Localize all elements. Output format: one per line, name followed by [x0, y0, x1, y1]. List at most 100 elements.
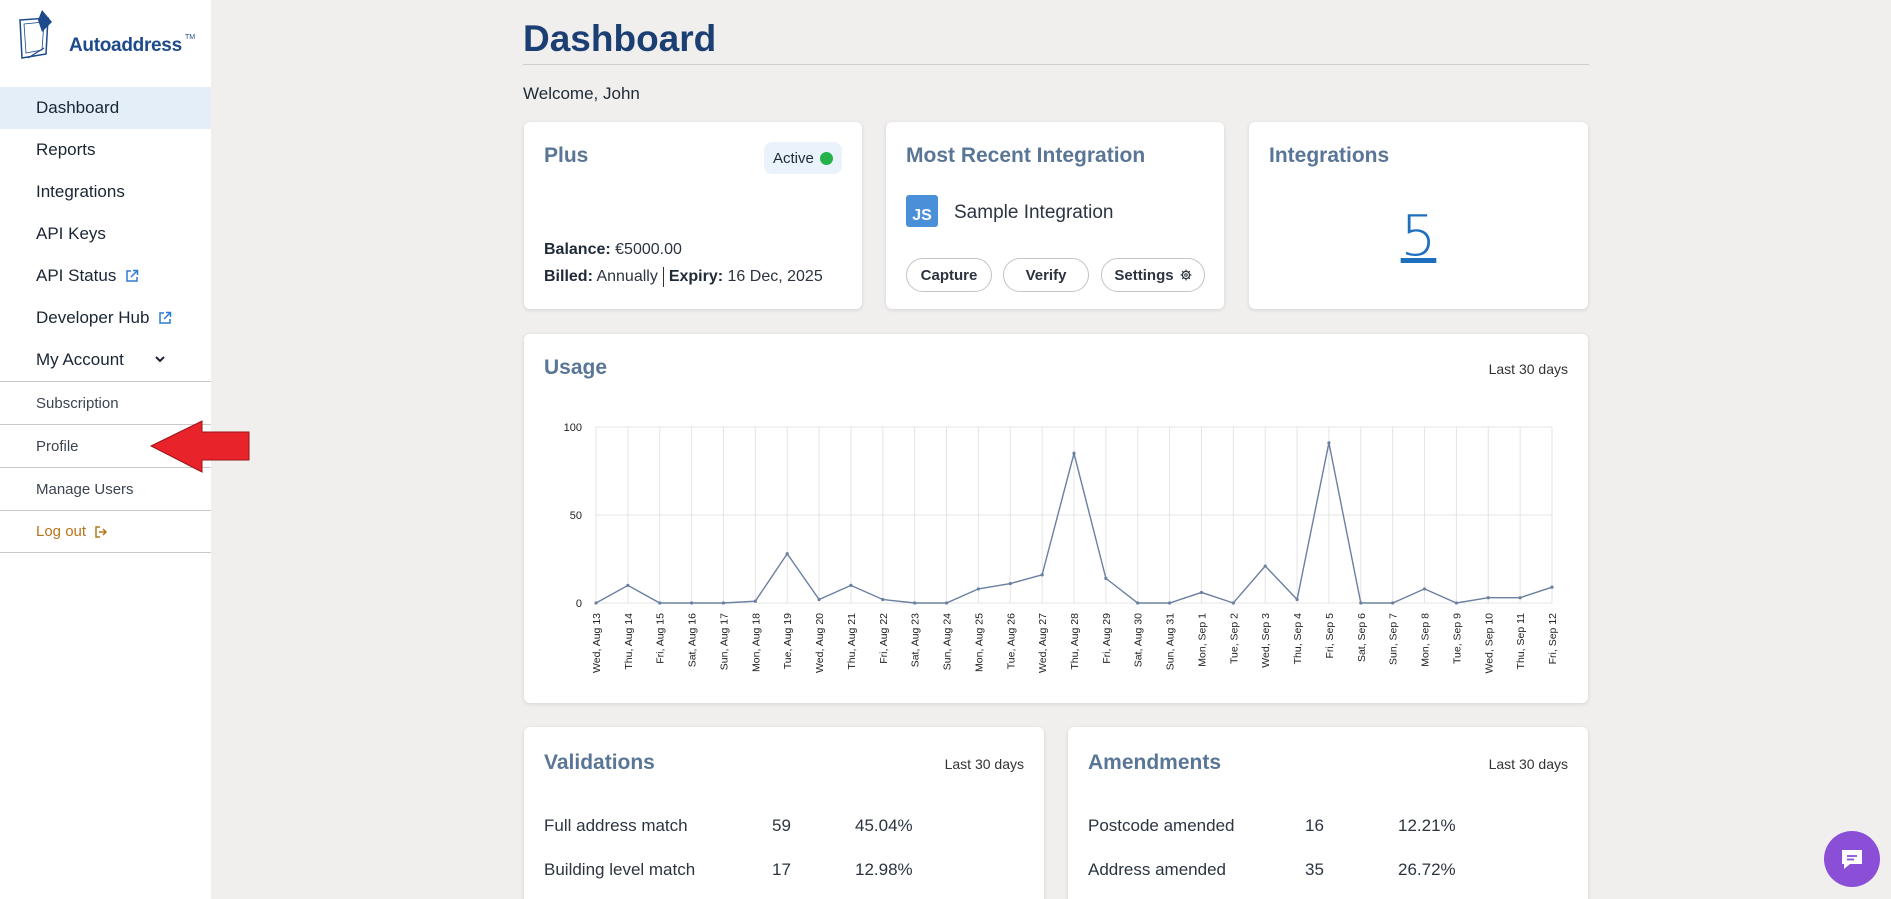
chart-x-tick-label: Tue, Aug 26	[1005, 613, 1017, 669]
row-count: 16	[1305, 816, 1324, 835]
chart-data-point	[690, 601, 694, 605]
nav-manage-users-label: Manage Users	[36, 480, 134, 498]
chart-x-tick-label: Mon, Aug 18	[750, 613, 762, 672]
nav-api-status-label: API Status	[36, 266, 117, 285]
chart-data-point	[1168, 601, 1172, 605]
chart-x-tick-label: Fri, Sep 5	[1324, 613, 1336, 659]
nav-reports-label: Reports	[36, 140, 96, 159]
external-link-icon	[159, 311, 172, 324]
nav-integrations-label: Integrations	[36, 182, 125, 201]
nav-subscription-label: Subscription	[36, 394, 119, 412]
billed-value: Annually	[596, 268, 658, 286]
nav-profile-label: Profile	[36, 437, 79, 455]
chart-x-tick-label: Thu, Sep 4	[1292, 613, 1304, 665]
chart-x-tick-label: Wed, Aug 20	[814, 613, 826, 673]
chart-x-tick-label: Thu, Aug 14	[623, 613, 635, 670]
chart-y-tick-label: 0	[576, 598, 582, 610]
chart-x-tick-label: Thu, Aug 28	[1069, 613, 1081, 670]
row-percent: 12.21%	[1398, 816, 1456, 835]
usage-range: Last 30 days	[1488, 361, 1568, 377]
balance-value: €5000.00	[615, 241, 682, 258]
integration-name[interactable]: Sample Integration	[954, 202, 1114, 223]
validations-card: Validations Last 30 days Full address ma…	[524, 727, 1044, 899]
autoaddress-logo[interactable]: Autoaddress TM	[18, 8, 195, 66]
chart-x-tick-label: Mon, Aug 25	[973, 613, 985, 672]
chart-x-tick-label: Wed, Sep 3	[1260, 613, 1272, 668]
gear-icon	[1180, 269, 1191, 281]
status-label: Active	[773, 149, 814, 167]
chart-x-tick-label: Sat, Aug 30	[1133, 613, 1145, 667]
chart-data-point	[1231, 601, 1235, 605]
nav-manage-users[interactable]: Manage Users	[0, 467, 211, 510]
chart-data-point	[1263, 564, 1267, 568]
amendments-title: Amendments	[1088, 751, 1222, 774]
chart-x-tick-label: Mon, Sep 8	[1420, 613, 1432, 667]
usage-title: Usage	[544, 356, 608, 379]
chart-x-tick-label: Sat, Aug 16	[687, 613, 699, 667]
chart-x-tick-label: Thu, Sep 11	[1515, 613, 1527, 670]
chart-data-point	[1199, 590, 1204, 595]
chart-data-point	[1422, 587, 1427, 591]
settings-button[interactable]: Settings	[1101, 258, 1205, 292]
nav-reports[interactable]: Reports	[0, 129, 211, 171]
chart-x-tick-label: Fri, Aug 29	[1101, 613, 1113, 664]
expiry-value: 16 Dec, 2025	[727, 268, 823, 286]
nav-api-keys[interactable]: API Keys	[0, 213, 211, 255]
validations-title: Validations	[544, 751, 655, 774]
chart-x-tick-label: Tue, Aug 19	[782, 613, 794, 669]
chart-x-tick-label: Fri, Sep 12	[1547, 613, 1559, 665]
chart-data-point	[1327, 441, 1331, 445]
chart-x-tick-label: Fri, Aug 15	[655, 613, 667, 664]
chart-data-point	[1295, 597, 1299, 602]
validations-range: Last 30 days	[944, 756, 1024, 772]
chart-data-point	[626, 583, 630, 587]
nav-api-status[interactable]: API Status	[0, 255, 211, 297]
chart-x-tick-label: Tue, Sep 2	[1228, 613, 1240, 664]
nav-subscription[interactable]: Subscription	[0, 381, 211, 424]
chart-data-point	[881, 597, 885, 602]
nav-developer-hub-label: Developer Hub	[36, 308, 150, 327]
nav-my-account[interactable]: My Account	[0, 339, 211, 381]
row-count: 35	[1305, 860, 1324, 879]
logout-label: Log out	[36, 523, 87, 540]
chart-y-tick-label: 50	[570, 510, 582, 522]
nav-dashboard-label: Dashboard	[36, 98, 120, 117]
chart-x-tick-label: Fri, Aug 22	[878, 613, 890, 664]
nav-profile[interactable]: Profile	[0, 424, 211, 467]
expiry-label: Expiry:	[668, 268, 724, 286]
usage-card: Usage Last 30 days 0 50 100 Wed, Aug 13 Thu,…	[524, 334, 1588, 703]
chart-data-point	[817, 597, 821, 602]
chart-x-tick-label: Sun, Sep 7	[1388, 613, 1400, 665]
capture-button[interactable]: Capture	[906, 258, 992, 292]
chart-data-point	[1008, 582, 1012, 586]
status-badge: Active	[764, 142, 842, 174]
row-count: 59	[772, 816, 791, 835]
chart-data-point	[913, 601, 917, 605]
logo-mark-icon	[19, 10, 52, 59]
settings-button-label: Settings	[1114, 266, 1174, 284]
chart-x-tick-label: Mon, Sep 1	[1196, 613, 1208, 667]
chart-data-point	[785, 552, 789, 556]
integrations-count-link[interactable]: 5	[1400, 204, 1437, 269]
verify-button[interactable]: Verify	[1003, 258, 1089, 292]
chart-data-point	[1359, 601, 1363, 605]
plan-title: Plus	[544, 144, 589, 167]
chart-data-point	[849, 583, 853, 587]
chart-y-tick-label: 100	[564, 422, 582, 434]
chart-x-tick-label: Sun, Aug 17	[718, 613, 730, 670]
amendments-card: Amendments Last 30 days Postcode amended…	[1068, 727, 1588, 899]
title-divider	[523, 64, 1589, 65]
row-count: 17	[772, 860, 791, 879]
external-link-icon	[126, 269, 139, 282]
nav-dashboard[interactable]: Dashboard	[0, 87, 211, 129]
nav-integrations[interactable]: Integrations	[0, 171, 211, 213]
chart-x-tick-label: Wed, Sep 10	[1483, 613, 1495, 674]
usage-line-chart: 0 50 100 Wed, Aug 13 Thu, Aug 14 Fri, Aug 15 S…	[564, 422, 1559, 674]
chevron-down-icon	[155, 356, 165, 363]
chart-data-point	[1518, 596, 1522, 600]
nav-developer-hub[interactable]: Developer Hub	[0, 297, 211, 339]
nav-logout[interactable]: Log out	[0, 510, 211, 553]
chat-icon	[1842, 850, 1862, 869]
chart-data-point	[1136, 601, 1140, 605]
chat-button[interactable]	[1824, 831, 1880, 887]
